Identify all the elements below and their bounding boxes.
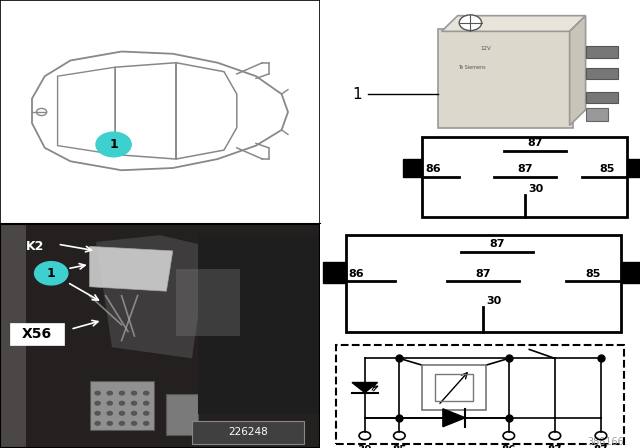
Circle shape: [95, 401, 100, 405]
Circle shape: [108, 392, 113, 395]
Polygon shape: [442, 16, 586, 31]
Bar: [586, 68, 618, 79]
Circle shape: [132, 422, 137, 425]
Text: 85: 85: [392, 444, 406, 448]
Bar: [192, 421, 304, 444]
Text: 1: 1: [47, 267, 56, 280]
Text: 87: 87: [517, 164, 532, 173]
Circle shape: [460, 15, 481, 30]
Circle shape: [95, 411, 100, 415]
Text: 86: 86: [426, 164, 441, 173]
Polygon shape: [570, 16, 586, 125]
Circle shape: [108, 401, 113, 405]
Polygon shape: [96, 235, 208, 358]
Circle shape: [108, 422, 113, 425]
Text: 388166: 388166: [588, 437, 624, 447]
Text: 1: 1: [109, 138, 118, 151]
Circle shape: [132, 401, 137, 405]
Text: Te Siemens: Te Siemens: [458, 65, 485, 70]
Circle shape: [143, 392, 148, 395]
Bar: [422, 365, 486, 410]
Bar: [586, 91, 618, 103]
Bar: [586, 108, 608, 121]
Circle shape: [96, 132, 131, 157]
Text: K2: K2: [26, 240, 44, 253]
Circle shape: [119, 401, 125, 405]
Text: 86: 86: [349, 269, 364, 279]
Circle shape: [119, 392, 125, 395]
Text: 85: 85: [586, 269, 601, 279]
Circle shape: [119, 422, 125, 425]
Text: 87: 87: [489, 239, 505, 250]
Text: 30: 30: [358, 444, 372, 448]
Circle shape: [35, 262, 68, 285]
Text: X56: X56: [22, 327, 52, 341]
Text: 30: 30: [528, 184, 543, 194]
Text: 87: 87: [548, 444, 562, 448]
Polygon shape: [352, 383, 378, 392]
Text: 12V: 12V: [480, 46, 491, 51]
Circle shape: [119, 411, 125, 415]
Text: 87: 87: [527, 138, 543, 148]
Text: 87: 87: [476, 269, 491, 279]
Bar: [323, 262, 346, 284]
Circle shape: [143, 411, 148, 415]
Polygon shape: [90, 246, 173, 291]
Circle shape: [132, 411, 137, 415]
Bar: [166, 394, 198, 435]
Bar: [621, 262, 640, 284]
Bar: [336, 345, 624, 444]
Bar: [422, 137, 627, 217]
Text: 1: 1: [352, 86, 362, 102]
Circle shape: [95, 392, 100, 395]
Bar: [627, 159, 640, 177]
Circle shape: [95, 422, 100, 425]
Text: 86: 86: [502, 444, 516, 448]
Bar: [403, 159, 422, 177]
Bar: [346, 235, 621, 332]
Circle shape: [108, 411, 113, 415]
Text: 30: 30: [486, 297, 502, 306]
Bar: [10, 323, 64, 345]
Text: 85: 85: [599, 164, 614, 173]
Circle shape: [143, 422, 148, 425]
FancyBboxPatch shape: [438, 29, 573, 128]
Circle shape: [143, 401, 148, 405]
Circle shape: [132, 392, 137, 395]
Bar: [586, 47, 618, 58]
Polygon shape: [443, 409, 465, 426]
Text: 226248: 226248: [228, 427, 268, 437]
Bar: [0, 224, 26, 448]
Bar: [435, 374, 474, 401]
Bar: [198, 235, 320, 414]
Text: 87: 87: [594, 444, 608, 448]
Bar: [176, 269, 240, 336]
Bar: [90, 381, 154, 430]
